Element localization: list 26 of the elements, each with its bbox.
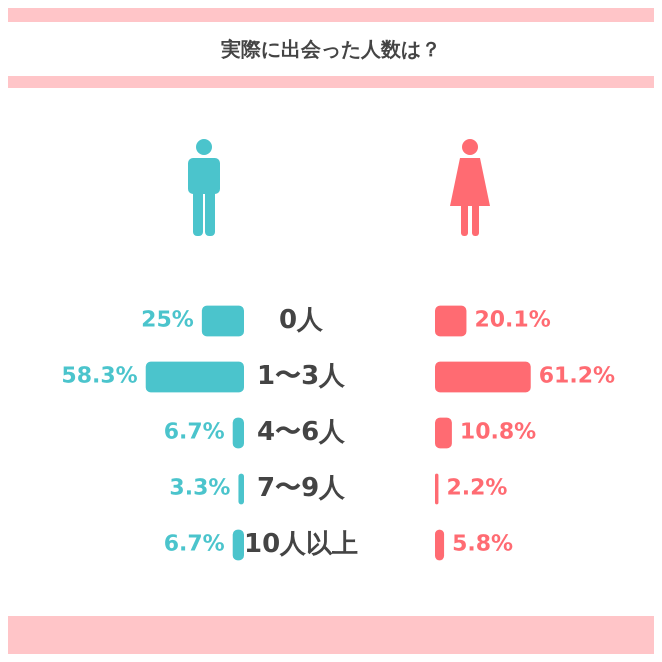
y-tick-label: 0人 [279,304,324,335]
bar [232,418,244,448]
data-label: 58.3% [61,364,138,389]
y-tick-label: 7〜9人 [256,472,346,503]
y-tick-label: 10人以上 [244,528,358,559]
data-label: 25% [141,308,194,333]
bar [232,530,244,560]
y-tick-label: 4〜6人 [256,416,346,447]
data-label: 20.1% [474,308,551,333]
bar [238,474,244,504]
bar [435,306,466,336]
bar [146,362,244,392]
bar [435,474,438,504]
data-label: 10.8% [460,420,536,445]
data-label: 5.8% [452,532,514,557]
data-label: 2.2% [446,476,508,501]
data-label: 61.2% [538,364,616,389]
bar [435,362,531,392]
bar [202,306,244,336]
y-tick-label: 1〜3人 [256,360,346,391]
data-label: 6.7% [164,420,225,445]
data-label: 3.3% [169,476,230,501]
text: 実際に出会った人数は？ [221,36,441,62]
bar [435,530,444,560]
data-label: 6.7% [164,532,225,557]
bar [435,418,452,448]
